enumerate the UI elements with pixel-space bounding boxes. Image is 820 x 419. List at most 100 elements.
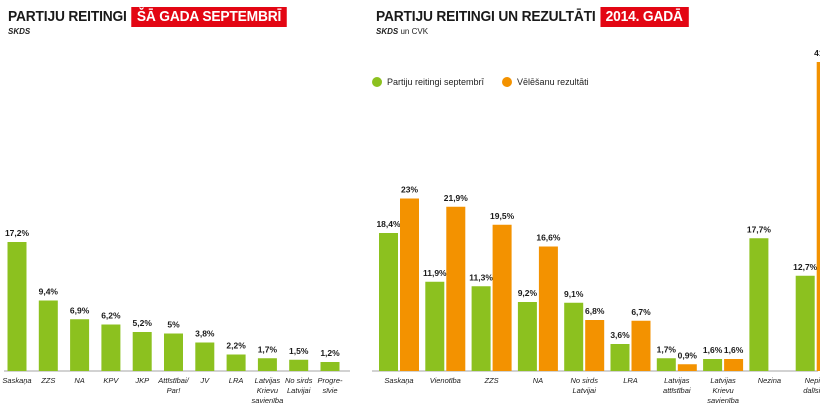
- right-title-prefix: PARTIJU REITINGI UN REZULTĀTI: [376, 8, 596, 25]
- orange-dot-icon: [502, 77, 513, 87]
- right-result-label: 0,9%: [678, 350, 698, 360]
- right-bar-result: [492, 224, 512, 371]
- right-result-label: 19,5%: [490, 211, 515, 221]
- right-bar-rating: [749, 238, 769, 371]
- left-value-label: 2,2%: [226, 341, 246, 351]
- right-legend: Partiju reitingi septembrī Vēlēšanu rezu…: [372, 77, 607, 87]
- green-dot-icon: [372, 77, 382, 87]
- right-bar-result: [538, 246, 558, 371]
- legend-item-green: Partiju reitingi septembrī: [372, 77, 484, 87]
- right-result-label: 21,9%: [444, 193, 469, 203]
- right-result-label: 6,8%: [585, 306, 605, 316]
- right-result-label: 6,7%: [631, 307, 651, 317]
- right-bar-rating: [425, 281, 445, 371]
- left-category-label: Latvijai: [287, 386, 311, 395]
- right-result-label: 1,6%: [724, 345, 744, 355]
- left-value-label: 5%: [167, 320, 180, 330]
- legend-label-green: Partiju reitingi septembrī: [387, 77, 485, 87]
- left-value-label: 17,2%: [5, 228, 30, 238]
- right-result-label: 23%: [401, 185, 418, 195]
- right-bar-result: [816, 62, 820, 371]
- left-value-label: 5,2%: [133, 318, 153, 328]
- left-bar: [132, 332, 152, 371]
- right-rating-label: 12,7%: [793, 262, 818, 272]
- right-source-rest: un CVK: [398, 27, 429, 36]
- right-rating-label: 1,7%: [657, 344, 677, 354]
- left-category-label: Progre-: [317, 376, 343, 385]
- right-bar-result: [585, 320, 605, 371]
- right-category-label: NA: [533, 376, 543, 385]
- legend-item-orange: Vēlēšanu rezultāti: [502, 77, 589, 87]
- left-category-label: savienība: [252, 396, 284, 405]
- left-value-label: 1,2%: [320, 348, 340, 358]
- right-category-label: attīstībai: [663, 386, 691, 395]
- right-bar-rating: [471, 286, 491, 371]
- left-bar: [70, 319, 90, 371]
- right-bar-rating: [564, 302, 584, 371]
- right-source: SKDS un CVK: [376, 27, 428, 36]
- left-bar: [320, 362, 340, 371]
- right-category-label: Latvijai: [573, 386, 597, 395]
- right-rating-label: 1,6%: [703, 345, 723, 355]
- right-bar-rating: [517, 302, 537, 371]
- left-value-label: 1,5%: [289, 346, 309, 356]
- left-value-label: 6,9%: [70, 305, 90, 315]
- right-bar-result: [400, 198, 419, 371]
- left-bar: [38, 300, 58, 371]
- right-rating-label: 11,9%: [423, 268, 447, 278]
- left-bar: [7, 242, 27, 371]
- left-bar: [164, 333, 183, 371]
- right-chart-title: PARTIJU REITINGI UN REZULTĀTI 2014. GADĀ: [376, 7, 689, 27]
- left-value-label: 1,7%: [258, 344, 278, 354]
- left-category-label: Attīstībai/: [157, 376, 189, 385]
- right-bar-rating: [703, 359, 723, 371]
- right-bar-rating: [610, 344, 630, 371]
- right-rating-label: 9,1%: [564, 289, 584, 299]
- left-category-label: KPV: [103, 376, 119, 385]
- left-title-highlight: ŠĀ GADA SEPTEMBRĪ: [131, 7, 287, 27]
- legend-label-orange: Vēlēšanu rezultāti: [517, 77, 589, 87]
- left-title-prefix: PARTIJU REITINGI: [8, 8, 127, 25]
- right-bar-result: [631, 320, 651, 371]
- right-rating-label: 9,2%: [518, 288, 538, 298]
- right-category-label: LRA: [623, 376, 638, 385]
- right-result-label: 16,6%: [536, 233, 561, 243]
- right-category-label: dalīsies: [803, 386, 820, 395]
- right-category-label: savienība: [707, 396, 739, 405]
- left-category-label: LRA: [229, 376, 244, 385]
- left-category-label: Par!: [167, 386, 182, 395]
- left-chart-title: PARTIJU REITINGI ŠĀ GADA SEPTEMBRĪ: [8, 7, 287, 27]
- right-bar-result: [446, 206, 466, 371]
- right-category-label: Saskaņa: [384, 376, 413, 385]
- left-category-label: Krievu: [257, 386, 279, 395]
- right-rating-label: 18,4%: [376, 219, 401, 229]
- right-category-label: Nepie-: [805, 376, 820, 385]
- right-bar-rating: [379, 233, 398, 371]
- right-bar-rating: [795, 275, 815, 371]
- left-bar: [257, 358, 277, 371]
- right-source-bold: SKDS: [376, 27, 399, 36]
- left-category-label: Latvijas: [255, 376, 281, 385]
- right-category-label: Nezina: [758, 376, 781, 385]
- left-category-label: JV: [199, 376, 210, 385]
- right-bar-result: [677, 364, 697, 371]
- right-category-label: Vienotība: [430, 376, 461, 385]
- left-category-label: JKP: [134, 376, 149, 385]
- left-source: SKDS: [8, 27, 31, 36]
- left-bar: [101, 324, 121, 371]
- left-category-label: ZZS: [40, 376, 55, 385]
- right-category-label: ZZS: [484, 376, 499, 385]
- left-value-label: 6,2%: [101, 311, 121, 321]
- left-category-label: No sirds: [285, 376, 313, 385]
- left-value-label: 3,8%: [195, 329, 215, 339]
- right-result-label: 41,2%: [814, 48, 820, 58]
- right-category-label: Latvijas: [664, 376, 690, 385]
- left-category-label: NA: [74, 376, 84, 385]
- left-category-label: Saskaņa: [2, 376, 31, 385]
- left-value-label: 9,4%: [39, 287, 59, 297]
- right-bar-result: [724, 359, 744, 371]
- right-bar-rating: [656, 358, 676, 371]
- right-rating-label: 17,7%: [747, 224, 772, 234]
- right-rating-label: 3,6%: [610, 330, 630, 340]
